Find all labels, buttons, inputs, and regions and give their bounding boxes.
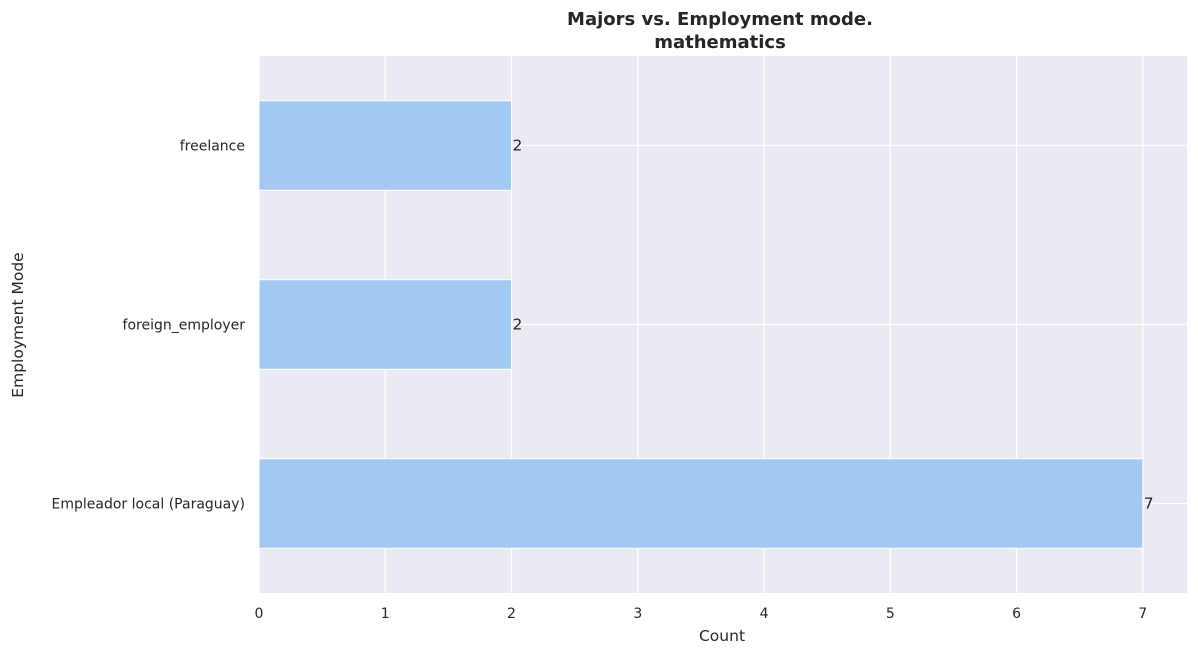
chart-subtitle: mathematics bbox=[654, 32, 786, 53]
y-tick-label: freelance bbox=[180, 139, 245, 155]
x-tick-label: 5 bbox=[886, 606, 895, 622]
bar-value-label: 7 bbox=[1144, 495, 1154, 513]
bar-value-label: 2 bbox=[513, 316, 523, 334]
bar bbox=[258, 279, 513, 370]
x-tick-label: 4 bbox=[760, 606, 769, 622]
chart-title: Majors vs. Employment mode. bbox=[567, 9, 873, 30]
x-tick-label: 2 bbox=[507, 606, 516, 622]
bars bbox=[258, 100, 1144, 549]
y-axis-label: Employment Mode bbox=[9, 252, 27, 397]
bar bbox=[258, 458, 1144, 549]
y-axis-ticks: freelance foreign_employer Empleador local… bbox=[52, 139, 246, 513]
x-tick-label: 7 bbox=[1138, 606, 1147, 622]
bar-value-labels: 2 2 7 bbox=[513, 137, 1154, 513]
x-tick-label: 3 bbox=[633, 606, 642, 622]
x-tick-label: 1 bbox=[381, 606, 390, 622]
y-tick-label: foreign_employer bbox=[123, 318, 246, 334]
x-axis-label: Count bbox=[699, 627, 745, 645]
bar bbox=[258, 100, 513, 191]
x-tick-label: 0 bbox=[255, 606, 264, 622]
x-axis-ticks: 0 1 2 3 4 5 6 7 bbox=[255, 606, 1148, 622]
bar-value-label: 2 bbox=[513, 137, 523, 155]
x-tick-label: 6 bbox=[1012, 606, 1021, 622]
y-tick-label: Empleador local (Paraguay) bbox=[52, 497, 245, 513]
